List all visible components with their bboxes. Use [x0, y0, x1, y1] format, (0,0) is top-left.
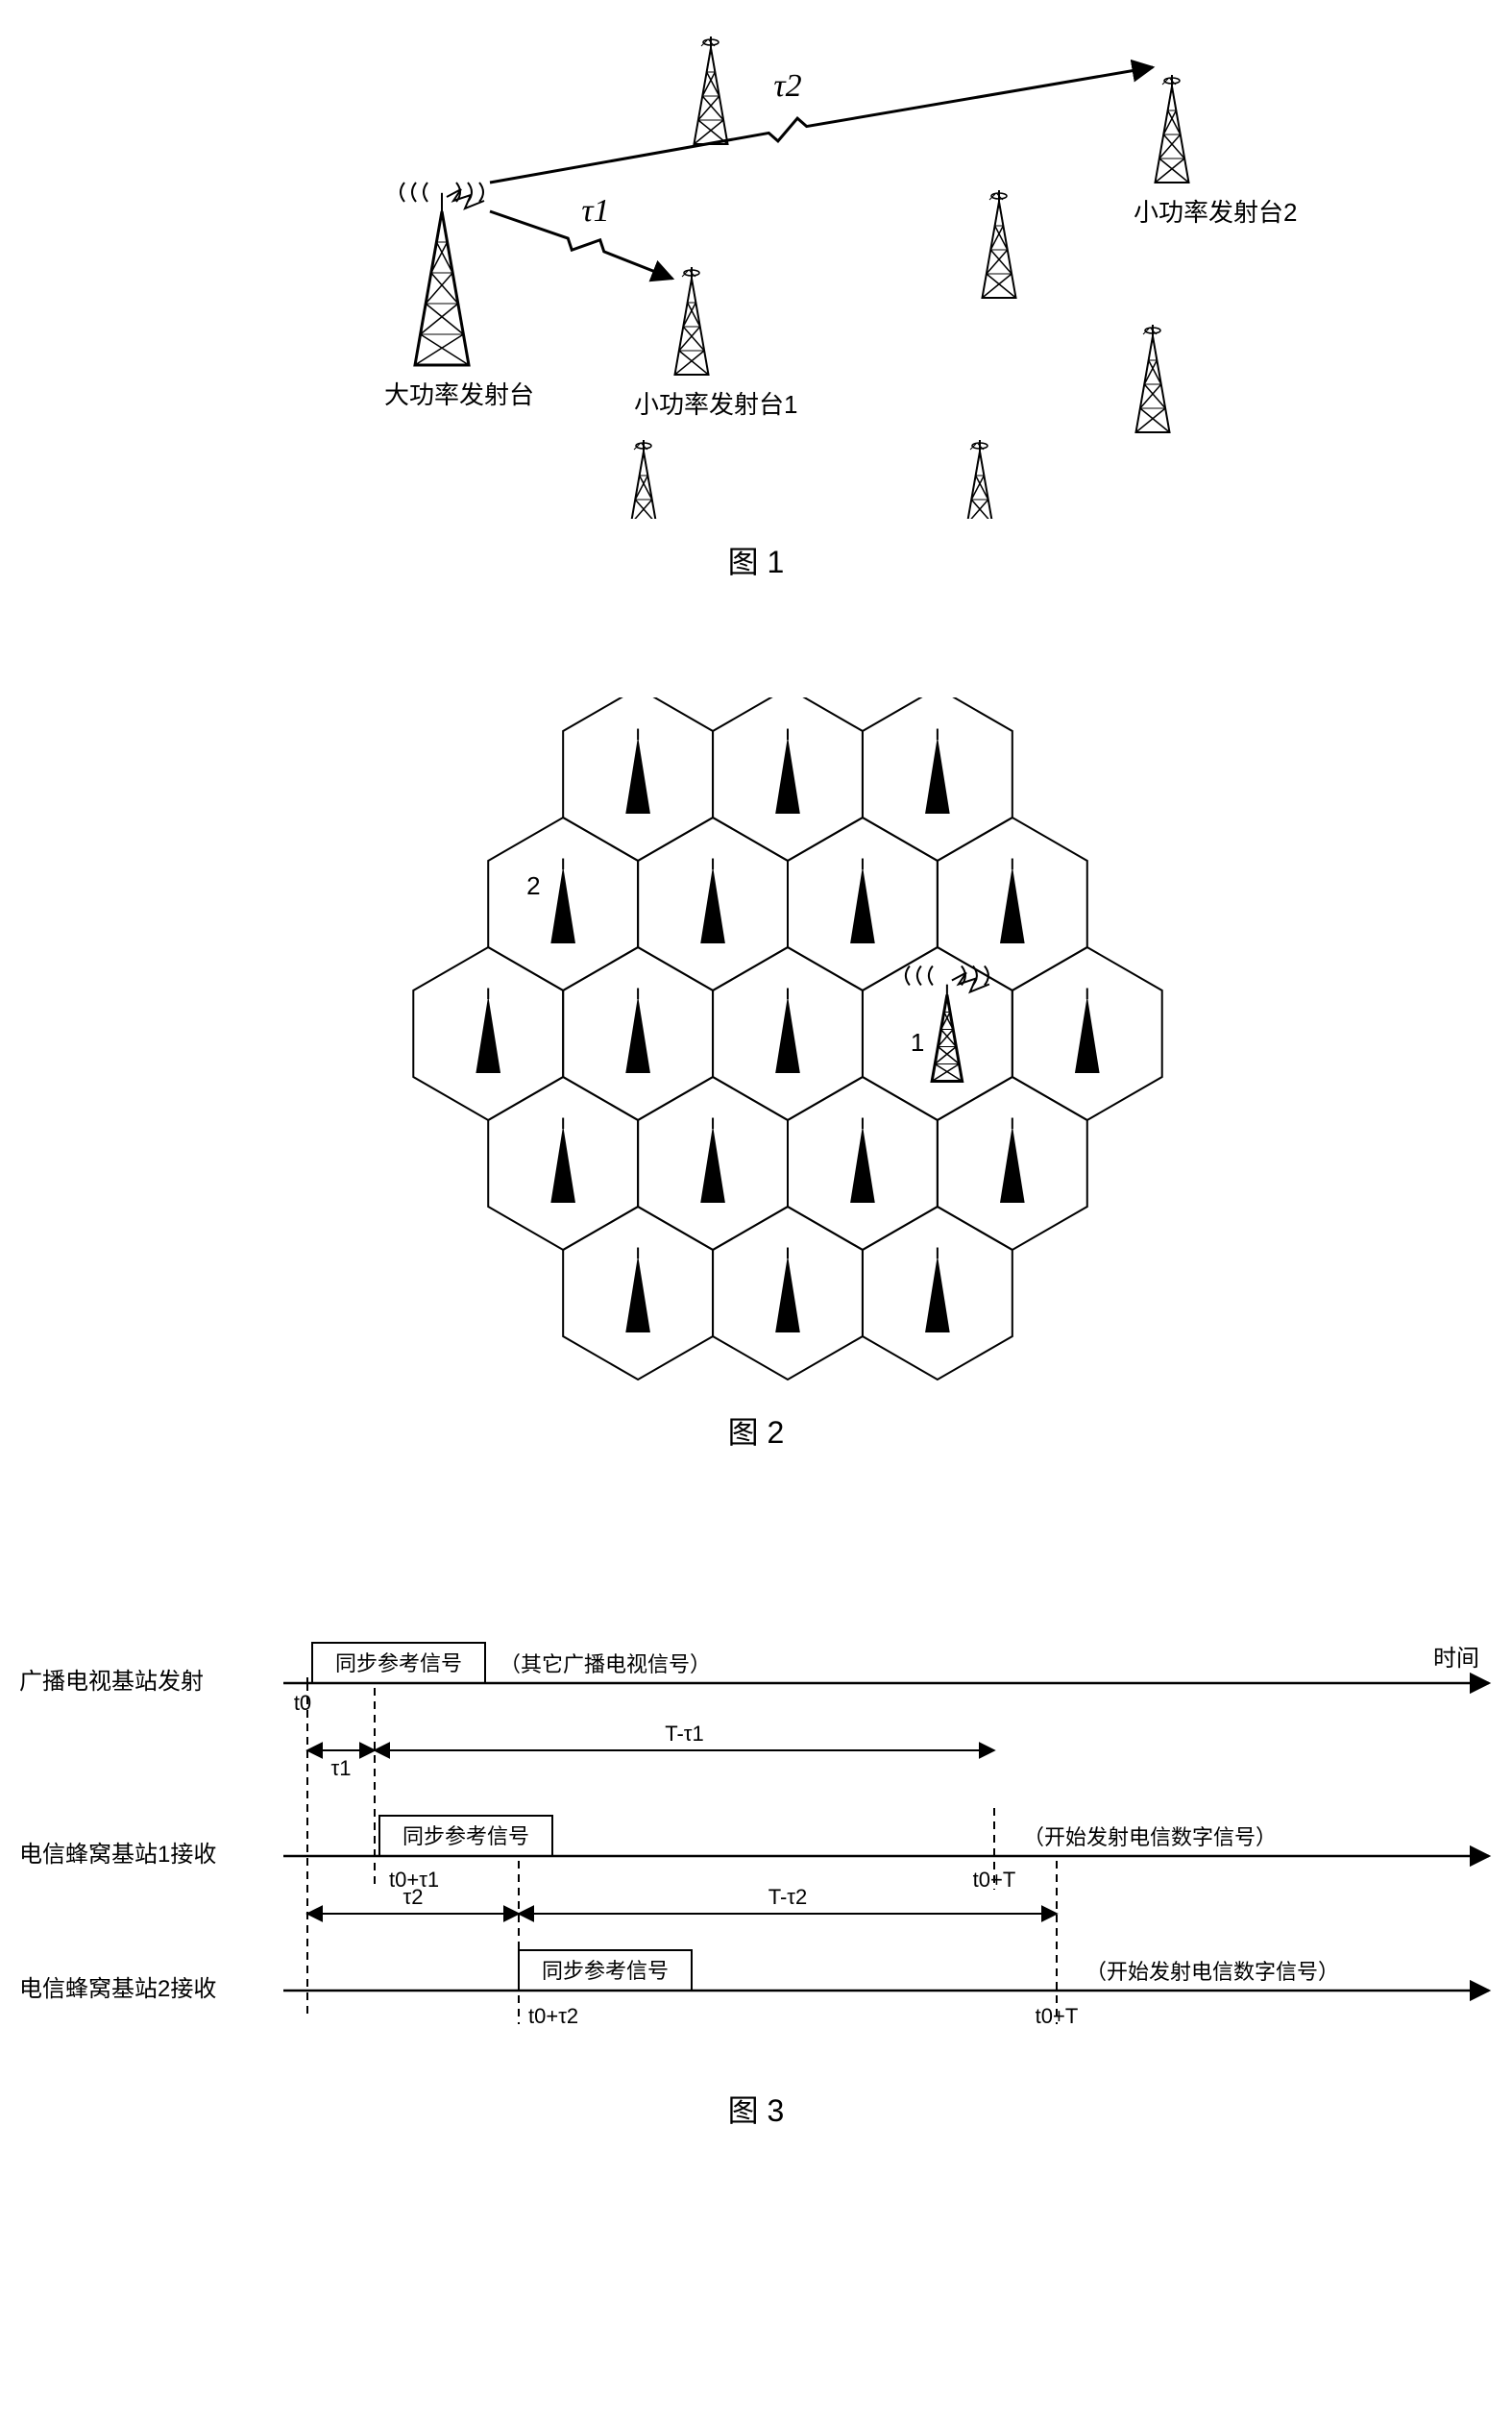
svg-text:t0+T: t0+T [1036, 2004, 1079, 2028]
fig1-canvas: τ2 τ1 大功率发射台 小功率发射台2 小功率发射台1 [250, 19, 1306, 519]
svg-text:（开始发射电信数字信号）: （开始发射电信数字信号） [1085, 1960, 1339, 1984]
svg-text:τ2: τ2 [773, 68, 801, 104]
fig2-canvas: 21 [403, 697, 1172, 1389]
svg-text:电信蜂窝基站2接收: 电信蜂窝基站2接收 [19, 1976, 216, 2002]
svg-text:同步参考信号: 同步参考信号 [402, 1824, 529, 1848]
fig3-canvas: 广播电视基站发射电信蜂窝基站1接收电信蜂窝基站2接收 同步参考信号 （其它广播电视信… [19, 1606, 1512, 2067]
fig3-svg: 广播电视基站发射电信蜂窝基站1接收电信蜂窝基站2接收 同步参考信号 （其它广播电视信… [19, 1606, 1512, 2067]
svg-text:τ1: τ1 [581, 193, 609, 229]
svg-text:小功率发射台2: 小功率发射台2 [1134, 198, 1297, 227]
fig1-caption: 图 1 [19, 538, 1493, 582]
svg-text:电信蜂窝基站1接收: 电信蜂窝基站1接收 [19, 1842, 216, 1868]
svg-text:T-τ2: T-τ2 [768, 1885, 807, 1909]
fig1-svg: τ2 τ1 大功率发射台 小功率发射台2 小功率发射台1 [250, 19, 1306, 519]
svg-text:T-τ1: T-τ1 [665, 1722, 703, 1746]
svg-text:t0: t0 [294, 1691, 311, 1715]
svg-text:（开始发射电信数字信号）: （开始发射电信数字信号） [1023, 1825, 1277, 1849]
svg-text:t0+τ2: t0+τ2 [528, 2004, 578, 2028]
fig3-caption: 图 3 [19, 2087, 1493, 2131]
svg-text:τ1: τ1 [331, 1756, 352, 1780]
svg-text:时间: 时间 [1433, 1646, 1479, 1672]
svg-text:小功率发射台1: 小功率发射台1 [634, 390, 797, 419]
figure-3: 广播电视基站发射电信蜂窝基站1接收电信蜂窝基站2接收 同步参考信号 （其它广播电视信… [19, 1606, 1493, 2131]
svg-text:同步参考信号: 同步参考信号 [335, 1651, 462, 1675]
svg-text:τ2: τ2 [403, 1885, 424, 1909]
svg-text:1: 1 [911, 1028, 924, 1057]
fig2-svg: 21 [403, 697, 1172, 1389]
svg-text:大功率发射台: 大功率发射台 [384, 380, 534, 409]
svg-text:广播电视基站发射: 广播电视基站发射 [19, 1669, 204, 1695]
figure-2: 21 图 2 [19, 697, 1493, 1453]
svg-text:同步参考信号: 同步参考信号 [542, 1959, 669, 1983]
svg-text:（其它广播电视信号）: （其它广播电视信号） [500, 1652, 711, 1676]
figure-1: τ2 τ1 大功率发射台 小功率发射台2 小功率发射台1 图 1 [19, 19, 1493, 582]
svg-text:t0+T: t0+T [973, 1868, 1016, 1892]
svg-text:2: 2 [526, 871, 540, 900]
fig2-caption: 图 2 [19, 1408, 1493, 1453]
